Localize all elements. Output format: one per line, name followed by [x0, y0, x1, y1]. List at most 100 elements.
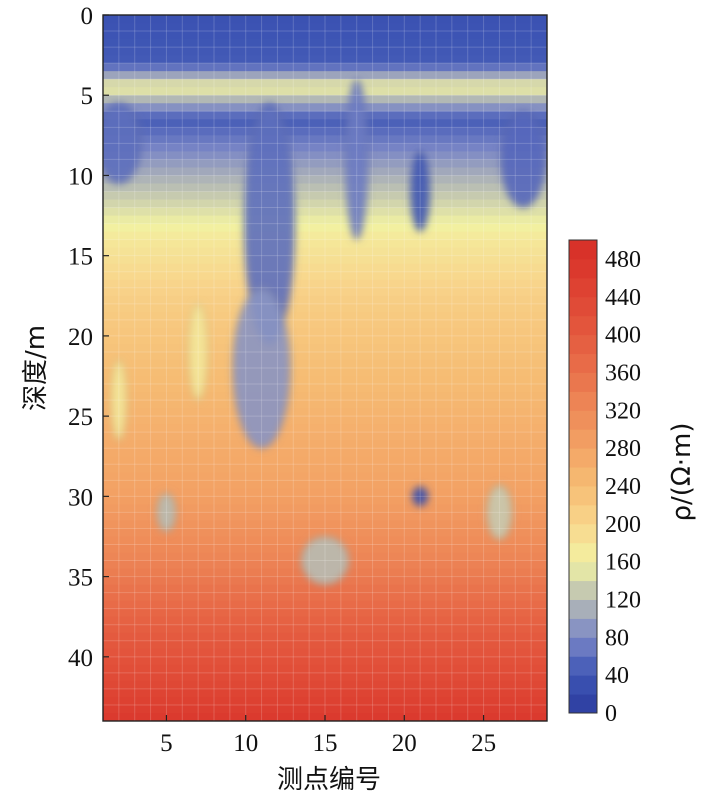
depth-band: [103, 648, 547, 658]
depth-band: [103, 287, 547, 297]
colorbar-swatch: [569, 315, 597, 336]
depth-band: [103, 223, 547, 233]
colorbar-swatch: [569, 391, 597, 411]
x-tick-label: 15: [313, 730, 338, 757]
depth-band: [103, 167, 547, 177]
y-tick-label: 20: [68, 324, 93, 351]
depth-band: [103, 664, 547, 674]
anomaly-body: [500, 110, 546, 209]
colorbar-tick-label: 400: [605, 323, 641, 349]
depth-band: [103, 71, 547, 80]
colorbar-swatch: [569, 504, 597, 525]
x-axis-title: 测点编号: [277, 765, 381, 795]
depth-band: [103, 504, 547, 514]
depth-band: [103, 127, 547, 136]
depth-band: [103, 680, 547, 690]
colorbar-swatch: [569, 637, 597, 657]
colorbar-swatch: [569, 523, 597, 544]
depth-band: [103, 39, 547, 48]
colorbar-swatch: [569, 372, 597, 392]
colorbar-swatch: [569, 240, 597, 260]
depth-band: [103, 528, 547, 538]
depth-band: [103, 592, 547, 602]
depth-band: [103, 295, 547, 305]
grid: [103, 15, 547, 721]
x-tick-label: 10: [233, 730, 258, 757]
depth-band: [103, 368, 547, 377]
depth-band: [103, 79, 547, 88]
depth-band: [103, 271, 547, 281]
colorbar-swatch: [569, 467, 597, 487]
depth-band: [103, 704, 547, 714]
depth-band: [103, 359, 547, 369]
depth-band: [103, 672, 547, 682]
depth-band: [103, 488, 547, 497]
colorbar-swatch: [569, 258, 597, 279]
depth-band: [103, 480, 547, 489]
depth-band: [103, 640, 547, 650]
depth-band: [103, 183, 547, 193]
y-tick-label: 5: [81, 83, 94, 110]
colorbar-swatch: [569, 353, 597, 373]
anomaly-body: [103, 102, 142, 184]
depth-band: [103, 456, 547, 465]
depth-band: [103, 207, 547, 217]
depth-band: [103, 15, 547, 24]
colorbar-frame: [568, 239, 598, 714]
colorbar-swatch: [569, 580, 597, 600]
depth-band: [103, 392, 547, 401]
y-tick-label: 35: [68, 565, 93, 592]
colorbar-swatches: [569, 240, 597, 714]
depth-band: [103, 327, 547, 337]
colorbar-swatch: [569, 694, 597, 714]
depth-band: [103, 263, 547, 273]
depth-band: [103, 311, 547, 321]
colorbar-tick-label: 80: [605, 625, 629, 651]
colorbar-tick-label: 120: [605, 587, 641, 613]
depth-band: [103, 63, 547, 72]
y-axis-title: 深度/m: [21, 325, 51, 411]
colorbar-swatch: [569, 334, 597, 355]
depth-band: [103, 343, 547, 353]
depth-band: [103, 135, 547, 144]
colorbar-swatch: [569, 296, 597, 317]
depth-band: [103, 87, 547, 96]
depth-band: [103, 351, 547, 361]
y-axis: 0 5 10 15 20 25 30 35 40: [68, 3, 109, 672]
depth-band: [103, 616, 547, 626]
depth-band: [103, 47, 547, 56]
depth-band: [103, 191, 547, 201]
depth-band: [103, 159, 547, 169]
anomaly-body: [232, 287, 291, 449]
depth-band: [103, 656, 547, 666]
depth-band: [103, 608, 547, 618]
anomaly-body: [156, 492, 177, 533]
colorbar-tick-label: 320: [605, 398, 641, 424]
y-tick-label: 0: [81, 3, 94, 30]
anomaly-body: [110, 359, 128, 441]
colorbar-tick-label: 240: [605, 474, 641, 500]
depth-band: [103, 119, 547, 128]
colorbar-tick-label: 40: [605, 663, 629, 689]
colorbar-title: ρ/(Ω·m): [667, 422, 697, 521]
depth-band: [103, 496, 547, 505]
depth-band: [103, 624, 547, 634]
x-axis: 5 10 15 20 25: [160, 715, 496, 757]
anomaly-body: [300, 535, 350, 586]
anomaly-body: [411, 486, 429, 507]
colorbar-tick-label: 160: [605, 550, 641, 576]
colorbar-swatch: [569, 277, 597, 298]
anomaly-body: [345, 78, 369, 241]
depth-band: [103, 279, 547, 289]
colorbar-tick-label: 360: [605, 360, 641, 386]
colorbar-swatch: [569, 561, 597, 582]
colorbar-swatch: [569, 618, 597, 638]
colorbar-swatch: [569, 448, 597, 468]
depth-band: [103, 31, 547, 40]
y-tick-label: 10: [68, 163, 93, 190]
depth-band: [103, 23, 547, 32]
depth-band: [103, 303, 547, 313]
colorbar-tick-label: 280: [605, 436, 641, 462]
depth-band: [103, 512, 547, 522]
